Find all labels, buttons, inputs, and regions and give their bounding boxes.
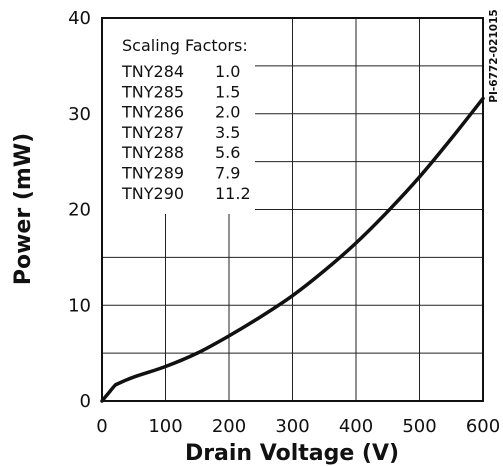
x-tick-label-300: 300	[275, 416, 309, 437]
figure-id: PI-6772-021015	[488, 9, 500, 102]
x-tick-label-200: 200	[212, 416, 246, 437]
legend-device-TNY287: TNY287	[121, 123, 184, 142]
legend-device-TNY284: TNY284	[121, 62, 184, 81]
x-tick-label-600: 600	[466, 416, 500, 437]
legend-device-TNY288: TNY288	[121, 143, 184, 162]
plot-frame	[101, 17, 484, 402]
x-tick-labels: 0 100 200 300 400 500 600	[96, 416, 500, 437]
y-tick-labels: 0 10 20 30 40	[68, 8, 91, 412]
legend-box	[103, 19, 255, 214]
x-axis-title: Drain Voltage (V)	[185, 441, 399, 466]
legend-factor-TNY288: 5.6	[215, 143, 240, 162]
y-tick-label-0: 0	[80, 391, 91, 412]
y-tick-label-10: 10	[68, 295, 91, 316]
y-axis-title: Power (mW)	[11, 133, 36, 285]
legend-title: Scaling Factors:	[122, 36, 248, 55]
legend-device-TNY290: TNY290	[121, 184, 184, 203]
legend-device-TNY285: TNY285	[121, 82, 184, 101]
scaling-factors-legend: Scaling Factors: TNY284 1.0 TNY285 1.5 TNY28…	[121, 36, 251, 203]
power-curve	[100, 96, 485, 403]
y-tick-label-30: 30	[68, 104, 91, 125]
x-tick-label-0: 0	[96, 416, 107, 437]
legend-device-TNY286: TNY286	[121, 103, 184, 122]
legend-factor-TNY286: 2.0	[215, 103, 240, 122]
legend-factor-TNY289: 7.9	[215, 164, 240, 183]
legend-factor-TNY290: 11.2	[215, 184, 251, 203]
x-tick-label-100: 100	[148, 416, 182, 437]
y-tick-label-20: 20	[68, 200, 91, 221]
legend-device-TNY289: TNY289	[121, 164, 184, 183]
x-tick-label-500: 500	[402, 416, 436, 437]
legend-factor-TNY285: 1.5	[215, 82, 240, 101]
y-tick-label-40: 40	[68, 8, 91, 29]
legend-factor-TNY284: 1.0	[215, 62, 240, 81]
legend-factor-TNY287: 3.5	[215, 123, 240, 142]
x-tick-label-400: 400	[339, 416, 373, 437]
